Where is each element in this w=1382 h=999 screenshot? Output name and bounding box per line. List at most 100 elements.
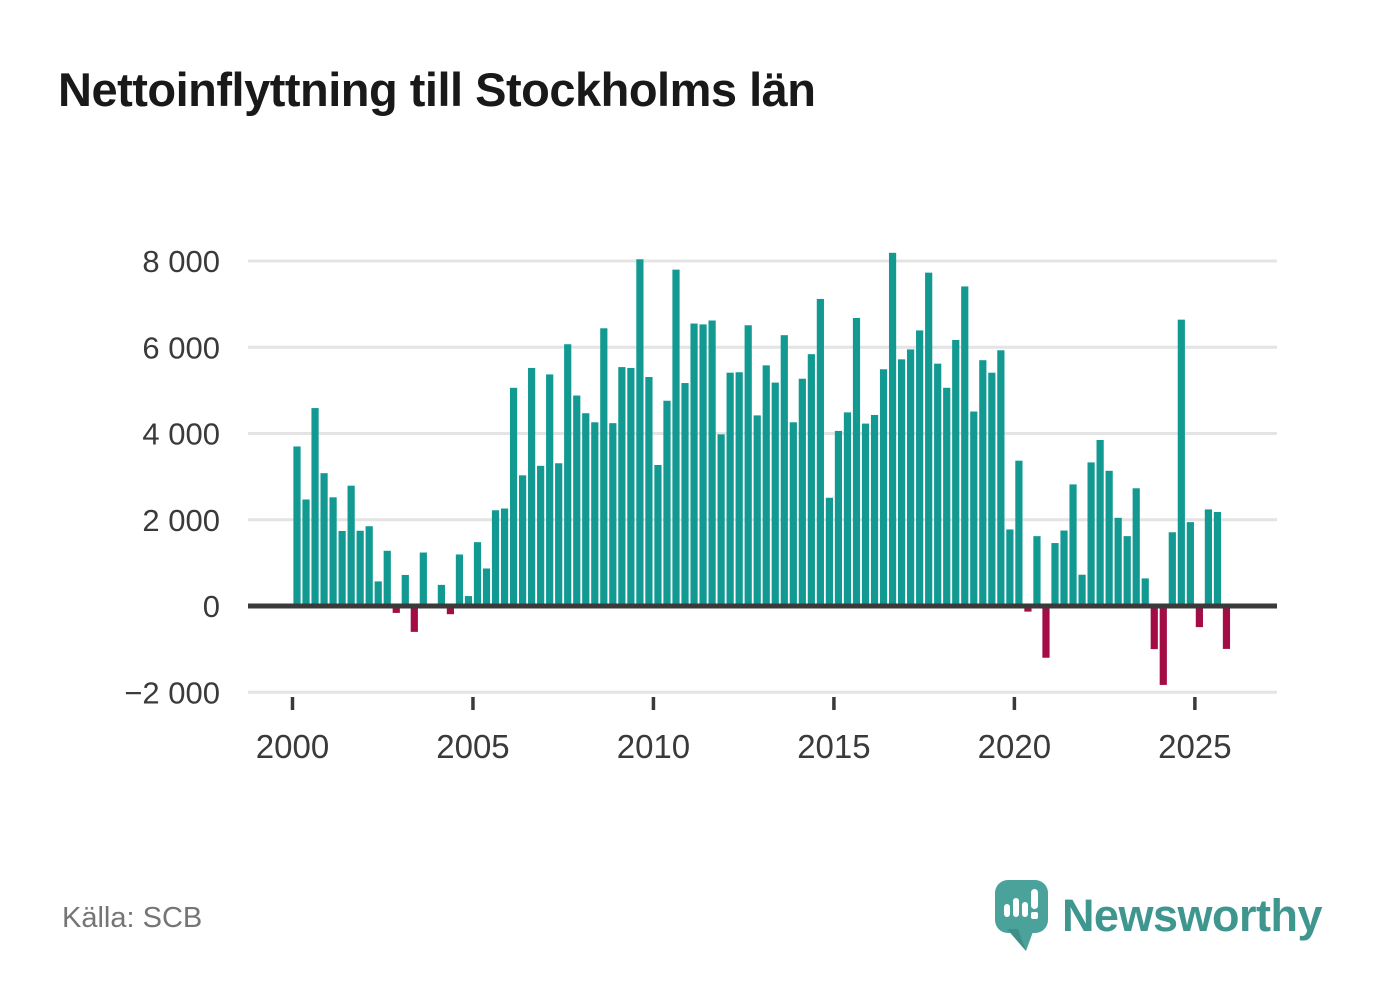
- bar: [907, 349, 915, 606]
- bar: [573, 395, 581, 606]
- bar: [546, 374, 554, 606]
- bar: [1204, 509, 1212, 606]
- bar: [798, 378, 806, 606]
- bar: [1195, 606, 1203, 628]
- bar: [1123, 536, 1131, 606]
- bar: [997, 350, 1005, 606]
- bar: [582, 413, 590, 606]
- bar: [645, 377, 653, 606]
- bar: [410, 606, 418, 632]
- bar: [320, 473, 328, 606]
- bar: [952, 339, 960, 606]
- bar: [356, 530, 364, 606]
- bar: [564, 344, 572, 606]
- bar: [1132, 488, 1140, 606]
- bar: [293, 446, 301, 606]
- bar: [708, 320, 716, 606]
- bar: [654, 464, 662, 606]
- bar: [555, 463, 563, 606]
- bar: [509, 387, 518, 606]
- bar: [771, 382, 779, 606]
- bar: [1186, 522, 1194, 606]
- bar: [888, 252, 897, 606]
- bar: [627, 367, 635, 606]
- bar: [1141, 578, 1149, 606]
- logo-mini-bar-3: [1021, 902, 1028, 917]
- bar: [528, 367, 536, 606]
- bar: [383, 550, 391, 606]
- bar: [1105, 470, 1113, 606]
- chart-footer: Källa: SCB Newsworthy: [0, 880, 1382, 960]
- bar: [690, 323, 698, 606]
- bar: [834, 430, 843, 606]
- y-axis-tick-label: 4 000: [142, 417, 220, 452]
- bar: [609, 423, 617, 606]
- bar: [1096, 439, 1104, 606]
- bar: [1024, 606, 1032, 612]
- bar: [672, 269, 680, 607]
- logo-exclamation-bar: [1030, 889, 1038, 909]
- bar: [870, 414, 879, 606]
- bar: [1168, 532, 1176, 606]
- bar: [762, 365, 770, 606]
- y-axis-tick-label: −2 000: [124, 675, 220, 710]
- bar: [419, 552, 427, 606]
- bar: [1114, 517, 1122, 606]
- bar: [925, 272, 933, 606]
- bar: [1159, 606, 1167, 685]
- logo-mini-bar-2: [1012, 898, 1019, 917]
- bar: [491, 510, 500, 606]
- x-axis-tick-label: 2020: [978, 728, 1051, 765]
- bar: [455, 554, 464, 606]
- bar: [1177, 319, 1185, 606]
- bar: [825, 497, 833, 606]
- bar: [329, 497, 337, 606]
- bar: [852, 317, 861, 606]
- newsworthy-logo-icon: [994, 880, 1048, 951]
- bar: [979, 360, 987, 606]
- bar: [446, 606, 454, 615]
- bar: [1078, 574, 1086, 606]
- bar: [916, 330, 924, 606]
- bar: [302, 499, 310, 606]
- bar: [735, 372, 743, 606]
- bar: [374, 581, 382, 606]
- bar: [591, 422, 599, 606]
- bar: [500, 508, 509, 606]
- bar: [347, 485, 355, 606]
- y-axis-tick-label: 2 000: [142, 503, 220, 538]
- bar: [943, 387, 951, 606]
- bar: [1033, 536, 1041, 606]
- y-axis-tick-label: 0: [203, 589, 220, 624]
- bar: [1042, 606, 1050, 658]
- y-axis-tick-label: 6 000: [142, 330, 220, 365]
- bar: [365, 526, 373, 606]
- bar: [843, 412, 852, 606]
- bar: [401, 574, 409, 606]
- bar: [699, 324, 707, 606]
- x-axis-tick-label: 2025: [1158, 728, 1231, 765]
- bar: [816, 298, 824, 606]
- bar: [519, 475, 527, 606]
- bar: [1006, 529, 1014, 606]
- bar: [1069, 484, 1077, 606]
- bar: [780, 335, 788, 606]
- newsworthy-brand: Newsworthy: [994, 880, 1323, 952]
- bar: [392, 606, 400, 613]
- bar: [961, 286, 969, 606]
- bar: [897, 359, 906, 606]
- bar: [988, 372, 996, 606]
- bar: [789, 422, 797, 606]
- x-axis-tick-label: 2000: [256, 728, 329, 765]
- bar: [879, 369, 888, 606]
- bar: [338, 530, 346, 606]
- bar: [681, 383, 689, 606]
- x-axis-tick-label: 2015: [797, 728, 870, 765]
- bar: [1213, 511, 1222, 606]
- bar: [726, 372, 734, 606]
- bar: [618, 367, 626, 606]
- y-axis-tick-label: 8 000: [142, 244, 220, 279]
- bar: [1150, 606, 1158, 650]
- bar: [464, 596, 473, 606]
- bar: [537, 465, 545, 606]
